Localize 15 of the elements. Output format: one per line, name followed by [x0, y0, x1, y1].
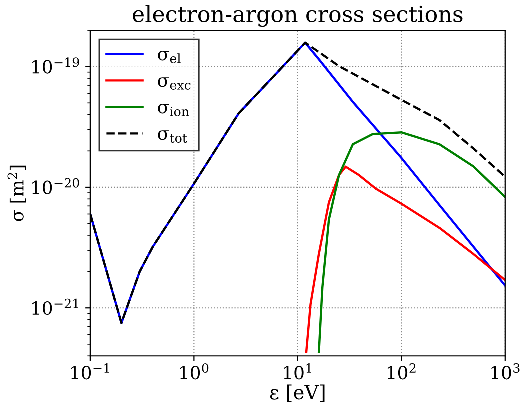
legend-label: σ$_{el}$	[158, 51, 181, 64]
x-axis-title: ε [eV]	[270, 384, 325, 402]
legend-label: σ$_{ion}$	[158, 104, 190, 116]
x-tick-label: 10$^{1}$	[284, 363, 312, 380]
y-tick-label: 10$^{−19}$	[32, 58, 80, 74]
x-tick-label: 10$^{3}$	[492, 363, 520, 380]
x-tick-label: 10$^{0}$	[180, 363, 209, 380]
y-tick-label: 10$^{−20}$	[32, 178, 80, 194]
y-tick-label: 10$^{−21}$	[32, 298, 78, 316]
legend-label: σ$_{exc}$	[158, 78, 191, 90]
chart-title: electron-argon cross sections	[133, 5, 463, 28]
legend-label: σ$_{tot}$	[158, 130, 188, 143]
x-tick-label: 10$^{2}$	[388, 363, 416, 380]
y-axis-title: σ [m$^{2}$]	[8, 166, 26, 222]
x-tick-label: 10$^{−1}$	[72, 363, 110, 380]
